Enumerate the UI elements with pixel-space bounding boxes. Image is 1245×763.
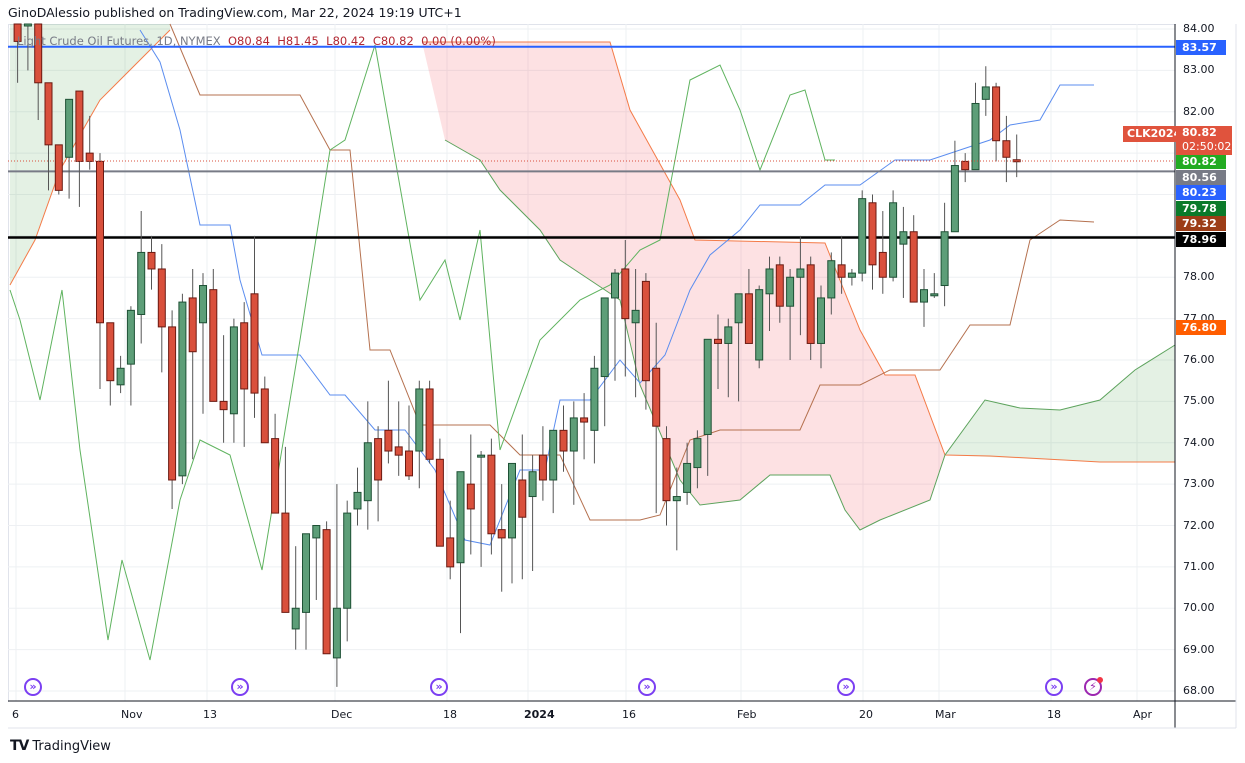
bar-countdown: 02:50:02 [1182,140,1232,153]
open-value: O80.84 [227,34,270,48]
price-tick: 83.00 [1183,63,1215,77]
dividend-arrow-icon[interactable]: » [1045,678,1063,696]
candles [13,23,1021,687]
footer-brand: TradingView [32,738,111,754]
time-tick: 18 [1047,708,1061,721]
last-price-value: 80.82 [1182,126,1217,139]
price-tick: 68.00 [1183,684,1215,697]
time-tick: Mar [935,708,956,721]
symbol-name: Light Crude Oil Futures [17,34,150,48]
time-tick: Nov [121,708,143,721]
horizontal-line-80-56: 80.56 [1176,170,1226,185]
time-tick: 20 [859,708,873,721]
tradingview-footer[interactable]: TV TradingView [10,738,111,754]
horizontal-lines[interactable] [8,45,1175,239]
time-tick: Feb [737,708,757,721]
price-tick: 71.00 [1183,559,1215,573]
conversion-ahead-80-82: 80.82 [1176,154,1226,169]
earnings-bolt-icon[interactable]: ⚡ [1084,677,1103,696]
price-tick: 72.00 [1183,518,1215,532]
symbol-legend[interactable]: Light Crude Oil Futures, 1D, NYMEX O80.8… [17,34,496,48]
price-tick: 78.00 [1183,270,1215,284]
interval: 1D [156,34,173,48]
time-tick: 18 [443,708,457,721]
publish-info: GinoDAlessio published on TradingView.co… [8,5,462,20]
dividend-arrow-icon[interactable]: » [430,678,448,696]
senkou-b-76-80: 76.80 [1176,320,1226,335]
chart-pane[interactable] [8,24,1176,702]
time-tick: 2024 [524,708,555,721]
price-tick: 75.00 [1183,394,1215,408]
time-tick: 6 [12,708,19,721]
dividend-arrow-icon[interactable]: » [638,678,656,696]
chikou-79-78: 79.78 [1176,201,1226,216]
tenkan-sen-80-23: 80.23 [1176,185,1226,200]
change-value: 0.00 (0.00%) [421,34,496,48]
tradingview-logo-icon: TV [10,738,29,754]
price-tick: 74.00 [1183,435,1215,449]
ichimoku-lines [9,23,1176,661]
dividend-arrow-icon[interactable]: » [837,678,855,696]
dividend-arrow-icon[interactable]: » [231,678,249,696]
dividend-arrow-icon[interactable]: » [24,678,42,696]
close-value: C80.82 [372,34,414,48]
symbol-tag: CLK2024 [1123,126,1186,142]
time-tick: Dec [331,708,353,721]
time-tick: Apr [1133,708,1153,721]
price-tick: 84.00 [1183,22,1215,35]
price-tick: 69.00 [1183,642,1215,656]
high-value: H81.45 [277,34,319,48]
kijun-sen-79-32: 79.32 [1176,216,1226,231]
price-tick: 73.00 [1183,477,1215,491]
time-tick: 13 [203,708,217,721]
last-price-tag: 80.82 02:50:02 [1176,126,1232,155]
time-tick: 16 [622,708,636,721]
horizontal-line-83-57: 83.57 [1176,40,1226,55]
low-value: L80.42 [326,34,366,48]
price-tick: 82.00 [1183,104,1215,118]
exchange: NYMEX [179,34,221,48]
price-tick: 76.00 [1183,353,1215,366]
price-tick: 70.00 [1183,601,1215,615]
horizontal-line-78-96: 78.96 [1176,232,1226,247]
